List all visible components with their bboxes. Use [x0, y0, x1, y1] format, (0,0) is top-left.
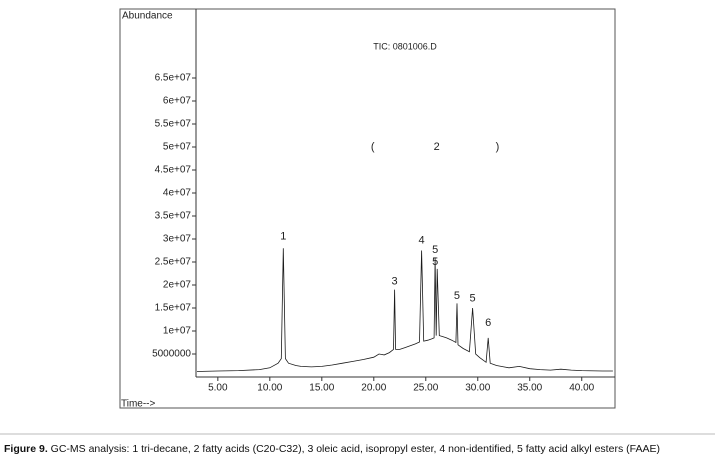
y-tick-label: 2e+07 [163, 280, 192, 291]
x-tick-label: 30.00 [465, 383, 490, 394]
y-axis-label: Abundance [122, 11, 173, 22]
x-tick-label: 35.00 [517, 383, 542, 394]
annotation: 5 [469, 293, 475, 305]
annotation: 2 [434, 141, 440, 153]
y-tick-label: 1.5e+07 [155, 303, 192, 314]
annotation: 1 [280, 231, 286, 243]
y-tick-label: 4e+07 [163, 188, 192, 199]
y-tick-label: 2.5e+07 [155, 257, 192, 268]
x-tick-label: 5.00 [208, 383, 228, 394]
y-tick-label: 3.5e+07 [155, 211, 192, 222]
caption: Figure 9. GC-MS analysis: 1 tri-decane, … [4, 443, 660, 455]
caption-label: Figure 9. [4, 443, 48, 455]
y-tick-label: 4.5e+07 [155, 165, 192, 176]
x-tick-label: 40.00 [569, 383, 594, 394]
chart-title: TIC: 0801006.D [373, 41, 437, 51]
annotation: 4 [419, 235, 425, 247]
x-tick-label: 10.00 [257, 383, 282, 394]
annotation: ( [371, 141, 375, 153]
y-tick-label: 1e+07 [163, 326, 192, 337]
trace [196, 248, 613, 372]
annotation: 5 [432, 256, 438, 268]
x-tick-label: 25.00 [413, 383, 438, 394]
y-tick-label: 5000000 [152, 349, 191, 360]
x-tick-label: 15.00 [309, 383, 334, 394]
y-tick-label: 3e+07 [163, 234, 192, 245]
y-tick-label: 6e+07 [163, 96, 192, 107]
x-axis-label: Time--> [121, 399, 156, 410]
chart-frame [119, 8, 616, 409]
annotation: ) [496, 141, 500, 153]
y-tick-label: 6.5e+07 [155, 73, 192, 84]
annotation: 5 [432, 244, 438, 256]
y-tick-label: 5.5e+07 [155, 119, 192, 130]
x-tick-label: 20.00 [361, 383, 386, 394]
y-tick-label: 5e+07 [163, 142, 192, 153]
annotation: 6 [485, 317, 491, 329]
annotation: 3 [392, 276, 398, 288]
annotation: 5 [454, 290, 460, 302]
caption-text: GC-MS analysis: 1 tri-decane, 2 fatty ac… [48, 443, 660, 455]
